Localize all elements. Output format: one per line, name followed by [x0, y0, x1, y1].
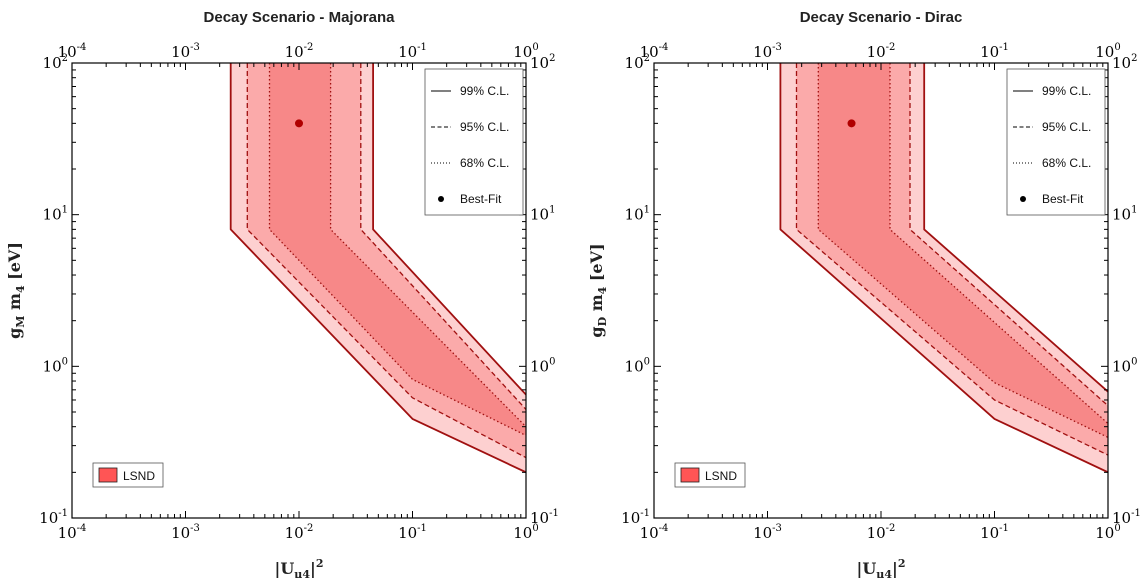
lsnd-legend: LSND [674, 462, 746, 488]
x-axis-label: |Uμ4|2 [857, 557, 906, 578]
legend-item: Best-Fit [1020, 192, 1084, 206]
x-tick-label-top: 100 [1095, 42, 1120, 61]
y-tick-label-left: 100 [43, 356, 68, 375]
x-tick-label-top: 10-4 [58, 42, 87, 61]
y-tick-label-right: 101 [1112, 205, 1137, 224]
band-region-dotted [818, 63, 1108, 438]
legend-label: Best-Fit [1042, 192, 1084, 206]
legend-dot-marker [438, 196, 444, 202]
contour-dashed-left [246, 63, 526, 459]
y-tick-label-left: 10-1 [39, 508, 68, 527]
y-tick-label-right: 10-1 [1112, 508, 1141, 527]
y-tick-label-left: 101 [625, 205, 650, 224]
contour-dashed-left [795, 63, 1108, 456]
x-tick-label-bottom: 100 [1095, 523, 1120, 542]
legend-dot-marker [1020, 196, 1026, 202]
y-axis-label: gD m4 [eV] [587, 243, 609, 337]
lsnd-swatch [680, 467, 700, 483]
lsnd-label: LSND [123, 469, 155, 483]
legend-item: 99% C.L. [431, 84, 509, 98]
y-tick-label-left: 10-1 [621, 508, 650, 527]
legend: 99% C.L. 95% C.L. 68% C.L. Best-Fit [424, 68, 524, 216]
x-tick-label-bottom: 10-1 [398, 523, 427, 542]
x-tick-label-bottom: 10-4 [58, 523, 87, 542]
best-fit-point [295, 119, 303, 128]
x-tick-label-top: 100 [513, 42, 538, 61]
contour-dashed-right [360, 63, 526, 410]
contour-solid-right [372, 63, 526, 396]
contour-dotted-right [889, 63, 1108, 424]
x-tick-label-bottom: 100 [513, 523, 538, 542]
contour-solid-left [229, 63, 526, 474]
x-tick-label-top: 10-2 [285, 42, 314, 61]
x-tick-label-bottom: 10-3 [171, 523, 200, 542]
legend-label: 99% C.L. [1042, 84, 1091, 98]
x-axis-label: |Uμ4|2 [275, 557, 324, 578]
y-tick-label-right: 102 [1112, 53, 1137, 72]
legend-label: 95% C.L. [460, 120, 509, 134]
legend-label: 95% C.L. [1042, 120, 1091, 134]
x-tick-label-top: 10-1 [980, 42, 1009, 61]
y-axis-label: gM m4 [eV] [5, 242, 27, 339]
lsnd-legend: LSND [92, 462, 164, 488]
legend-item: 68% C.L. [431, 156, 509, 170]
legend-label: 68% C.L. [1042, 156, 1091, 170]
x-tick-label-bottom: 10-3 [753, 523, 782, 542]
legend-label: Best-Fit [460, 192, 502, 206]
x-tick-label-top: 10-3 [753, 42, 782, 61]
plot-area [779, 63, 1108, 474]
y-tick-label-left: 102 [43, 53, 68, 72]
band-region-dotted [269, 63, 526, 436]
lsnd-swatch [98, 467, 118, 483]
legend-item: Best-Fit [438, 192, 502, 206]
plot-area [229, 63, 526, 474]
legend-label: 68% C.L. [460, 156, 509, 170]
contour-solid-left [779, 63, 1108, 474]
contour-solid-right [923, 63, 1108, 393]
x-tick-label-top: 10-4 [640, 42, 669, 61]
y-tick-label-right: 100 [1112, 356, 1137, 375]
best-fit-point [847, 119, 856, 128]
legend-item: 95% C.L. [1013, 120, 1091, 134]
x-tick-label-top: 10-2 [867, 42, 896, 61]
y-tick-label-right: 100 [530, 356, 555, 375]
lsnd-label: LSND [705, 469, 737, 483]
chart-panel-1: 10-410-410-310-310-210-210-110-110010010… [5, 9, 559, 578]
tick-marks [653, 62, 1109, 519]
legend-item: 68% C.L. [1013, 156, 1091, 170]
x-tick-label-bottom: 10-1 [980, 523, 1009, 542]
contour-dotted-left [268, 63, 526, 437]
x-tick-label-bottom: 10-2 [285, 523, 314, 542]
legend-item: 99% C.L. [1013, 84, 1091, 98]
x-tick-label-top: 10-3 [171, 42, 200, 61]
x-tick-label-bottom: 10-4 [640, 523, 669, 542]
legend: 99% C.L. 95% C.L. 68% C.L. Best-Fit [1006, 68, 1106, 216]
y-tick-label-left: 100 [625, 356, 650, 375]
tick-marks [71, 62, 527, 519]
chart-panel-2: 10-410-410-310-310-210-210-110-110010010… [587, 9, 1141, 578]
y-tick-label-right: 10-1 [530, 508, 559, 527]
y-tick-label-left: 102 [625, 53, 650, 72]
y-tick-label-right: 102 [530, 53, 555, 72]
x-tick-label-bottom: 10-2 [867, 523, 896, 542]
x-tick-label-top: 10-1 [398, 42, 427, 61]
chart-title: Decay Scenario - Dirac [800, 9, 963, 26]
y-tick-label-left: 101 [43, 205, 68, 224]
chart-title: Decay Scenario - Majorana [204, 9, 396, 26]
y-tick-label-right: 101 [530, 205, 555, 224]
legend-label: 99% C.L. [460, 84, 509, 98]
legend-item: 95% C.L. [431, 120, 509, 134]
